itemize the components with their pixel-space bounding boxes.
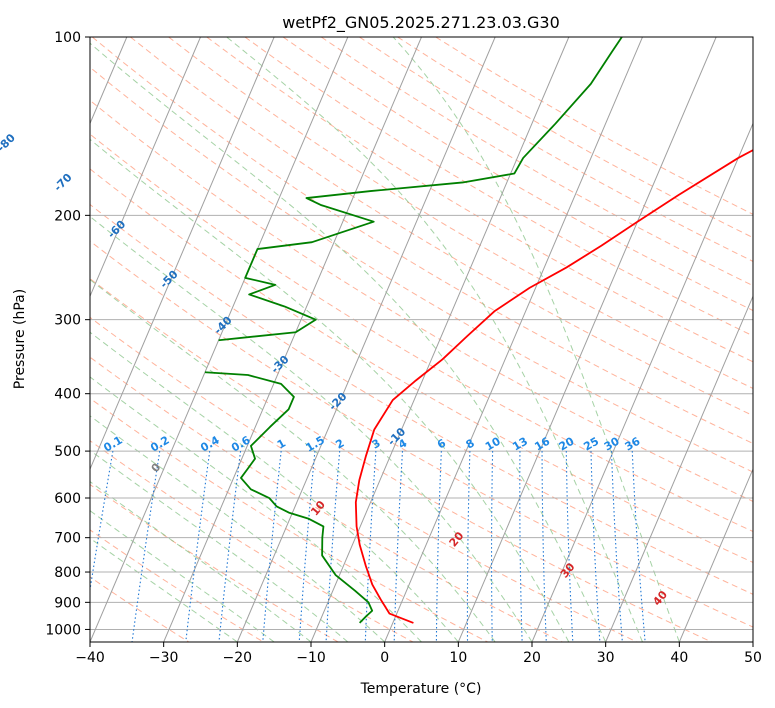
isotherm-10 <box>457 37 717 642</box>
y-tick-label-4: 600 <box>54 491 81 507</box>
y-tick-label-0: 1000 <box>45 622 81 638</box>
moist-adiabat-25 <box>90 138 570 642</box>
x-tick-label-0: −40 <box>75 650 105 666</box>
mixing-ratio-line-15 <box>590 451 601 642</box>
moist-adiabat-30 <box>90 42 607 642</box>
plot-frame <box>89 36 754 643</box>
moist-adiabat-0 <box>90 415 386 642</box>
dry-adiabat-60 <box>90 203 753 595</box>
moist-adiabat-40 <box>392 37 680 642</box>
dry-adiabat-20 <box>90 356 563 642</box>
dry-adiabat--30 <box>90 576 190 642</box>
mixing-ratio-line-12 <box>519 451 523 642</box>
isotherm-0 <box>384 37 643 642</box>
isotherm-lines <box>90 37 753 642</box>
x-tick-label-8: 40 <box>670 650 688 666</box>
mixing-ratio-line-16 <box>610 451 623 642</box>
y-axis: 1000 900 800 700 600 500 400 300 200 100 <box>45 30 90 638</box>
y-tick-label-5: 500 <box>54 444 81 460</box>
y-tick-label-8: 200 <box>54 208 81 224</box>
dry-adiabat-10 <box>90 397 488 642</box>
series-dewpoint <box>204 371 374 624</box>
mixing-ratio-line-8 <box>393 451 404 642</box>
mixing-ratio-line-3 <box>218 451 242 642</box>
dry-adiabat-30 <box>90 316 638 642</box>
x-tick-label-2: −20 <box>223 650 253 666</box>
chart-title: wetPf2_GN05.2025.271.23.03.G30 <box>282 13 560 33</box>
x-tick-label-3: −10 <box>296 650 326 666</box>
isotherm-20 <box>531 122 753 642</box>
isobar-gridlines <box>90 37 753 630</box>
mixing-ratio-line-7 <box>364 451 377 642</box>
isotherm--10 <box>310 37 570 642</box>
x-tick-label-5: 10 <box>449 650 467 666</box>
mixing-ratio-line-14 <box>565 451 574 642</box>
x-tick-label-9: 50 <box>744 650 762 666</box>
mixing-ratio-line-4 <box>262 451 282 642</box>
series-temperature <box>354 149 753 624</box>
x-axis-title: Temperature (°C) <box>360 681 482 697</box>
mixing-ratio-line-2 <box>185 451 211 642</box>
y-tick-label-9: 100 <box>54 30 81 46</box>
y-axis-title: Pressure (hPa) <box>12 289 28 389</box>
series-dewpoint_upper <box>218 37 623 342</box>
isotherm--60 <box>90 37 201 298</box>
sounding-profiles <box>204 37 753 624</box>
mixing-ratio-line-1 <box>131 451 161 642</box>
moist-adiabat-35 <box>226 37 643 642</box>
dry-adiabat-40 <box>90 278 712 642</box>
mixing-ratio-line-10 <box>466 451 471 642</box>
moist-adiabat--5 <box>90 449 349 642</box>
x-tick-label-6: 20 <box>523 650 541 666</box>
moist-adiabat-15 <box>90 278 496 642</box>
mixing-ratio-line-5 <box>298 451 316 642</box>
mixing-ratio-line-17 <box>631 451 646 642</box>
moist-adiabat-10 <box>90 331 459 642</box>
y-tick-label-3: 700 <box>54 531 81 547</box>
dry-adiabat--10 <box>90 483 339 642</box>
y-tick-label-6: 400 <box>54 387 81 403</box>
y-tick-label-7: 300 <box>54 313 81 329</box>
dry-adiabat-90 <box>90 99 753 502</box>
mixing-ratio-line-9 <box>435 451 442 642</box>
isotherm-40 <box>678 467 753 642</box>
mixing-ratio-line-11 <box>491 451 494 642</box>
moist-adiabats <box>90 37 680 642</box>
moist-adiabat-20 <box>90 215 533 642</box>
x-axis: −40 −30 −20 −10 0 10 20 30 40 50 <box>75 642 762 666</box>
mixing-ratio-line-6 <box>325 451 341 642</box>
y-tick-label-1: 900 <box>54 595 81 611</box>
x-tick-label-4: 0 <box>380 650 389 666</box>
isotherm--30 <box>163 37 422 642</box>
dry-adiabat-50 <box>90 240 753 628</box>
isotherm-30 <box>605 295 753 642</box>
x-tick-label-7: 30 <box>597 650 615 666</box>
mixing-ratio-line-13 <box>541 451 547 642</box>
isotherm--50 <box>90 37 275 471</box>
x-tick-label-1: −30 <box>149 650 179 666</box>
plot-area <box>90 37 753 642</box>
y-tick-label-2: 800 <box>54 565 81 581</box>
mixing-ratio-lines <box>90 451 646 642</box>
isotherm--20 <box>236 37 496 642</box>
